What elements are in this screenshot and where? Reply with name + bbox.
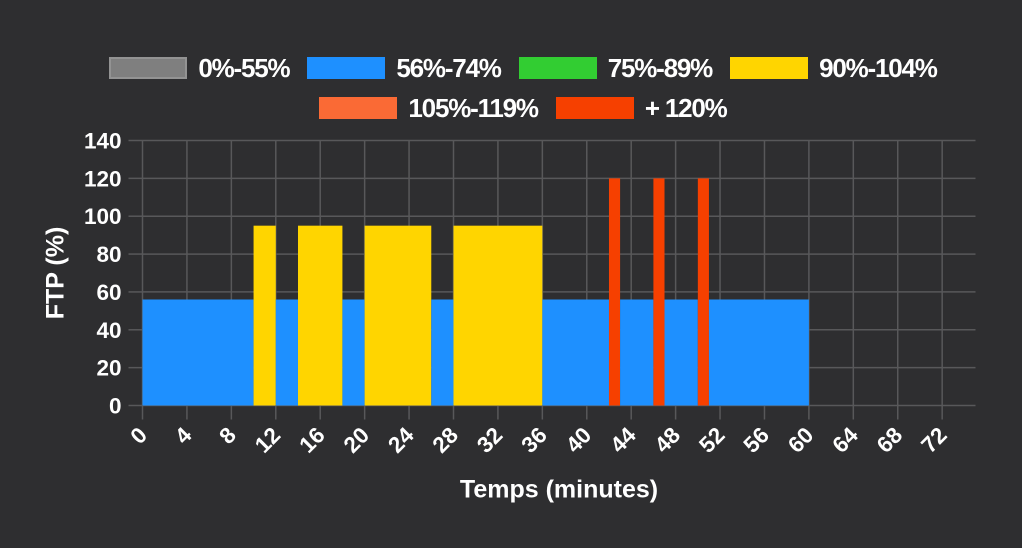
legend-label-orange: 105%-119%	[408, 93, 539, 123]
x-tick-label-12: 12	[250, 422, 285, 457]
x-axis-title: Temps (minutes)	[459, 475, 659, 504]
bar-segment-42-43	[608, 178, 621, 406]
legend-item-gray[interactable]: 0%-55%	[109, 53, 291, 83]
legend-label-green: 75%-89%	[607, 53, 714, 83]
bar-segment-43-46	[620, 299, 654, 406]
y-axis-title: FTP (%)	[41, 226, 70, 320]
x-tick-label-20: 20	[339, 422, 374, 457]
x-tick-label-56: 56	[739, 422, 774, 457]
legend-label-yellow: 90%-104%	[819, 53, 938, 83]
y-tick-label-60: 60	[96, 280, 121, 305]
y-tick-label-80: 80	[96, 242, 121, 267]
bar-segment-51-60	[708, 299, 809, 406]
legend-label-gray: 0%-55%	[198, 53, 290, 83]
legend-item-red[interactable]: + 120%	[555, 93, 728, 123]
x-tick-label-68: 68	[872, 422, 907, 457]
bar-segment-10-12	[253, 225, 276, 406]
legend-item-green[interactable]: 75%-89%	[518, 53, 714, 83]
bar-segment-47-50	[664, 299, 698, 406]
x-tick-label-60: 60	[783, 422, 818, 457]
x-tick-label-52: 52	[694, 422, 729, 457]
legend-row-1: 0%-55% 56%-74% 75%-89% 90%-104%	[109, 53, 938, 83]
x-tick-label-64: 64	[827, 422, 863, 458]
bar-segment-46-47	[653, 178, 665, 406]
bar-segment-20-26	[364, 225, 432, 406]
legend-swatch-orange	[319, 97, 398, 119]
axis-ticks	[128, 139, 943, 420]
x-tick-label-32: 32	[472, 422, 507, 457]
bar-segment-14-18	[297, 225, 343, 406]
bar-segment-18-20	[342, 299, 365, 406]
legend-label-red: + 120%	[644, 93, 728, 123]
x-tick-label-4: 4	[170, 422, 197, 449]
x-tick-label-48: 48	[650, 422, 685, 457]
bar-segment-50-51	[697, 178, 709, 406]
legend-row-2: 105%-119% + 120%	[319, 93, 728, 123]
x-tick-label-40: 40	[561, 422, 596, 457]
legend-item-orange[interactable]: 105%-119%	[319, 93, 539, 123]
legend-swatch-yellow	[730, 57, 809, 79]
x-tick-label-0: 0	[126, 422, 153, 449]
bar-segment-12-14	[275, 299, 298, 406]
legend-swatch-blue	[307, 57, 386, 79]
bar-segment-0-10	[142, 299, 254, 406]
y-tick-label-100: 100	[84, 204, 122, 229]
y-tick-label-40: 40	[96, 318, 121, 343]
legend-swatch-gray	[109, 57, 188, 79]
legend-swatch-red	[555, 97, 634, 119]
y-tick-label-0: 0	[109, 394, 122, 419]
x-tick-label-44: 44	[605, 422, 641, 458]
x-tick-label-72: 72	[916, 422, 951, 457]
x-tick-label-8: 8	[214, 422, 241, 449]
bar-segment-28-36	[453, 225, 543, 406]
bar-segment-26-28	[431, 299, 454, 406]
bars	[142, 178, 809, 406]
y-tick-label-120: 120	[84, 166, 122, 191]
bar-segment-36-42	[542, 299, 609, 406]
x-tick-label-24: 24	[383, 422, 419, 458]
y-tick-label-140: 140	[84, 129, 122, 154]
chart-legend: 0%-55% 56%-74% 75%-89% 90%-104% 105%-119% + 1…	[12, 55, 1022, 121]
x-tick-label-28: 28	[428, 422, 463, 457]
y-tick-label-20: 20	[96, 356, 121, 381]
legend-label-blue: 56%-74%	[396, 53, 502, 83]
legend-item-yellow[interactable]: 90%-104%	[730, 53, 938, 83]
legend-item-blue[interactable]: 56%-74%	[307, 53, 502, 83]
x-tick-label-16: 16	[294, 422, 329, 457]
legend-swatch-green	[518, 57, 597, 79]
x-tick-label-36: 36	[516, 422, 551, 457]
